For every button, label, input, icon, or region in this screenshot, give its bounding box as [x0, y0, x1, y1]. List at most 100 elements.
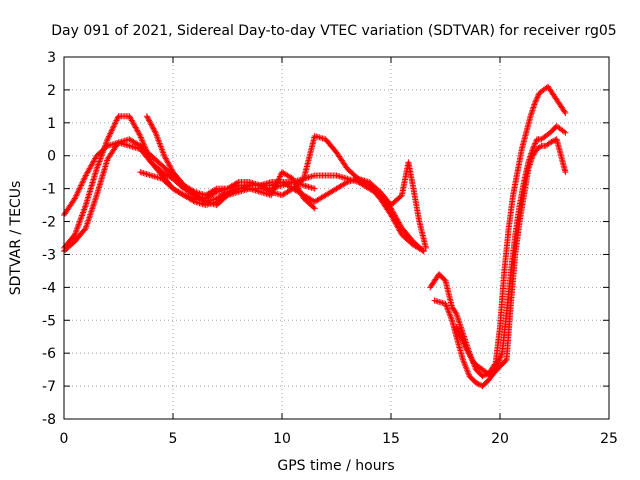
data-point-marker — [108, 127, 115, 134]
data-point-marker — [94, 164, 101, 171]
data-point-marker — [469, 357, 476, 364]
y-tick-label: 1 — [47, 116, 56, 132]
x-tick-label: 5 — [169, 431, 178, 447]
data-point-marker — [81, 226, 88, 233]
data-point-marker — [96, 157, 103, 164]
data-point-marker — [80, 176, 87, 183]
data-point-marker — [78, 182, 85, 189]
data-point-marker — [446, 309, 453, 316]
data-point-marker — [447, 312, 454, 319]
data-point-marker — [463, 346, 470, 353]
data-point-marker — [104, 136, 111, 143]
data-point-marker — [465, 370, 472, 377]
data-point-marker — [167, 165, 174, 172]
data-point-marker — [445, 308, 452, 315]
data-point-marker — [106, 131, 113, 138]
data-point-marker — [165, 160, 172, 167]
data-point-marker — [80, 178, 87, 185]
data-point-marker — [456, 319, 463, 326]
data-point-marker — [276, 173, 283, 180]
data-point-marker — [78, 181, 85, 188]
data-point-marker — [73, 191, 80, 198]
data-point-marker — [441, 276, 448, 283]
data-point-marker — [168, 166, 175, 173]
data-point-marker — [420, 248, 427, 255]
data-point-marker — [73, 192, 80, 199]
y-tick-label: -5 — [42, 313, 56, 329]
data-layer — [61, 83, 569, 390]
data-point-marker — [530, 143, 537, 150]
data-point-marker — [562, 169, 569, 176]
data-point-marker — [137, 132, 144, 139]
data-point-marker — [161, 152, 168, 159]
data-point-marker — [77, 183, 84, 190]
plot-frame — [63, 56, 610, 420]
y-tick-label: -6 — [42, 346, 56, 362]
data-point-marker — [497, 354, 504, 361]
data-point-marker — [442, 300, 449, 307]
data-point-marker — [467, 354, 474, 361]
data-point-marker — [76, 219, 83, 226]
data-point-marker — [95, 159, 102, 166]
data-point-marker — [162, 154, 169, 161]
data-point-marker — [80, 208, 87, 215]
data-point-marker — [455, 316, 462, 323]
data-point-marker — [534, 94, 541, 101]
data-point-marker — [190, 197, 197, 204]
data-point-marker — [166, 162, 173, 169]
y-axis-label: SDTVAR / TECUs — [8, 181, 24, 296]
x-tick-label: 10 — [273, 431, 291, 447]
data-point-marker — [532, 98, 539, 105]
data-point-marker — [136, 131, 143, 138]
data-point-marker — [145, 115, 152, 122]
data-point-marker — [447, 314, 454, 321]
data-point-marker — [167, 163, 174, 170]
data-point-marker — [455, 318, 462, 325]
data-point-marker — [144, 114, 151, 121]
data-point-marker — [72, 228, 79, 235]
data-point-marker — [419, 247, 426, 254]
data-point-marker — [560, 128, 567, 135]
y-tick-label: -8 — [42, 412, 56, 428]
data-point-marker — [101, 145, 108, 152]
data-point-marker — [96, 158, 103, 165]
data-point-marker — [536, 143, 543, 150]
data-point-marker — [110, 124, 117, 131]
y-tick-label: -7 — [42, 379, 56, 395]
data-point-marker — [502, 357, 509, 364]
data-point-marker — [474, 380, 481, 387]
data-point-marker — [99, 149, 106, 156]
data-point-marker — [101, 143, 108, 150]
y-tick-label: -3 — [42, 247, 56, 263]
data-point-marker — [72, 194, 79, 201]
data-point-marker — [162, 155, 169, 162]
x-tick-label: 0 — [60, 431, 69, 447]
y-tick-label: 0 — [47, 149, 56, 165]
data-point-marker — [149, 124, 156, 131]
data-point-marker — [464, 347, 471, 354]
data-point-marker — [113, 117, 120, 124]
data-point-marker — [78, 213, 85, 220]
data-point-marker — [533, 97, 540, 104]
data-point-marker — [443, 303, 450, 310]
data-point-marker — [100, 148, 107, 155]
data-point-marker — [98, 152, 105, 159]
data-point-marker — [105, 134, 112, 141]
data-point-marker — [100, 146, 107, 153]
data-point-marker — [150, 125, 157, 132]
data-point-marker — [143, 113, 150, 120]
data-point-marker — [531, 141, 538, 148]
data-point-marker — [139, 138, 146, 145]
data-point-marker — [534, 93, 541, 100]
data-point-marker — [459, 356, 466, 363]
data-point-marker — [465, 349, 472, 356]
data-point-marker — [276, 174, 283, 181]
data-point-marker — [112, 120, 119, 127]
data-point-marker — [562, 129, 569, 136]
data-point-marker — [71, 195, 78, 202]
data-point-marker — [81, 175, 88, 182]
x-tick-label: 25 — [600, 431, 618, 447]
grid — [64, 57, 609, 419]
series-track-c — [61, 132, 427, 255]
y-tick-label: 2 — [47, 83, 56, 99]
